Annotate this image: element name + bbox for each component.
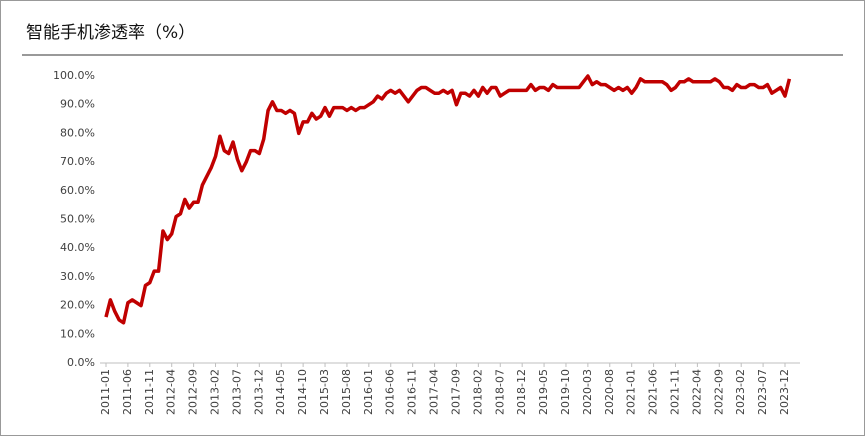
x-tick-label: 2013-07 bbox=[230, 369, 243, 415]
x-tick-label: 2011-01 bbox=[99, 369, 112, 415]
x-tick-label: 2013-02 bbox=[209, 369, 222, 415]
x-tick-label: 2017-04 bbox=[428, 369, 441, 415]
x-tick-label: 2011-11 bbox=[143, 369, 156, 415]
x-tick-label: 2018-02 bbox=[471, 369, 484, 415]
x-tick-label: 2011-06 bbox=[121, 369, 134, 415]
x-tick-label: 2022-09 bbox=[712, 369, 725, 415]
x-tick-label: 2018-07 bbox=[493, 369, 506, 415]
y-tick-label: 0.0% bbox=[67, 356, 95, 369]
x-tick-label: 2020-08 bbox=[603, 369, 616, 415]
x-tick-label: 2016-06 bbox=[384, 369, 397, 415]
x-tick-label: 2015-08 bbox=[340, 369, 353, 415]
x-tick-label: 2012-04 bbox=[165, 369, 178, 415]
x-tick-label: 2021-11 bbox=[668, 369, 681, 415]
x-tick-label: 2015-03 bbox=[318, 369, 331, 415]
x-tick-label: 2012-09 bbox=[187, 369, 200, 415]
x-tick-label: 2023-02 bbox=[734, 369, 747, 415]
x-tick-label: 2016-11 bbox=[406, 369, 419, 415]
x-tick-label: 2013-12 bbox=[252, 369, 265, 415]
x-tick-label: 2018-12 bbox=[515, 369, 528, 415]
chart-title: 智能手机渗透率（%） bbox=[26, 23, 195, 43]
x-tick-label: 2023-07 bbox=[756, 369, 769, 415]
data-line bbox=[104, 74, 792, 325]
x-tick-label: 2019-10 bbox=[559, 369, 572, 415]
x-tick-label: 2016-01 bbox=[362, 369, 375, 415]
x-tick-label: 2022-04 bbox=[690, 369, 703, 415]
x-tick-label: 2014-10 bbox=[296, 369, 309, 415]
y-tick-label: 60.0% bbox=[60, 184, 95, 197]
x-tick-label: 2023-12 bbox=[778, 369, 791, 415]
x-tick-label: 2017-09 bbox=[449, 369, 462, 415]
y-tick-label: 10.0% bbox=[60, 327, 95, 340]
y-tick-label: 100.0% bbox=[53, 69, 95, 82]
x-tick-label: 2019-05 bbox=[537, 369, 550, 415]
x-tick-label: 2021-01 bbox=[625, 369, 638, 415]
y-tick-label: 50.0% bbox=[60, 213, 95, 226]
y-tick-label: 30.0% bbox=[60, 270, 95, 283]
y-tick-label: 90.0% bbox=[60, 98, 95, 111]
x-tick-label: 2020-03 bbox=[581, 369, 594, 415]
x-tick-label: 2021-06 bbox=[647, 369, 660, 415]
y-tick-label: 70.0% bbox=[60, 155, 95, 168]
y-tick-label: 80.0% bbox=[60, 126, 95, 139]
y-tick-label: 40.0% bbox=[60, 241, 95, 254]
y-tick-label: 20.0% bbox=[60, 299, 95, 312]
x-tick-label: 2014-05 bbox=[274, 369, 287, 415]
